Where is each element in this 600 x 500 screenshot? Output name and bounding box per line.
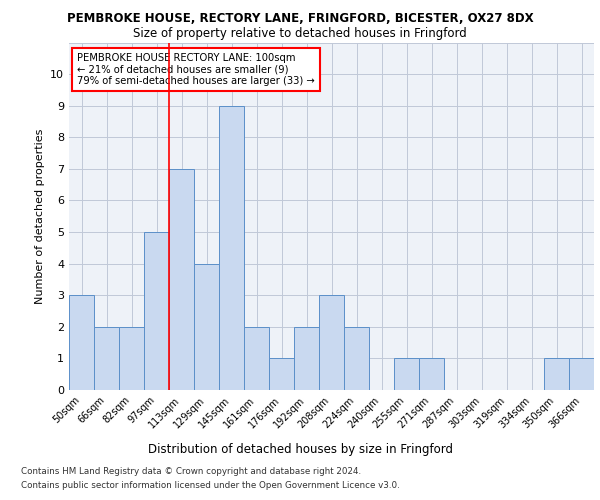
Bar	[119, 327, 144, 390]
Text: Distribution of detached houses by size in Fringford: Distribution of detached houses by size …	[148, 442, 452, 456]
Text: PEMBROKE HOUSE RECTORY LANE: 100sqm
← 21% of detached houses are smaller (9)
79%: PEMBROKE HOUSE RECTORY LANE: 100sqm ← 21…	[77, 53, 314, 86]
Bar	[169, 169, 194, 390]
Bar	[569, 358, 594, 390]
Bar	[194, 264, 219, 390]
Bar	[269, 358, 294, 390]
Bar	[419, 358, 444, 390]
Bar	[144, 232, 169, 390]
Text: PEMBROKE HOUSE, RECTORY LANE, FRINGFORD, BICESTER, OX27 8DX: PEMBROKE HOUSE, RECTORY LANE, FRINGFORD,…	[67, 12, 533, 26]
Bar	[219, 106, 244, 390]
Bar	[94, 327, 119, 390]
Bar	[244, 327, 269, 390]
Bar	[69, 295, 94, 390]
Bar	[319, 295, 344, 390]
Y-axis label: Number of detached properties: Number of detached properties	[35, 128, 44, 304]
Text: Size of property relative to detached houses in Fringford: Size of property relative to detached ho…	[133, 28, 467, 40]
Bar	[294, 327, 319, 390]
Bar	[544, 358, 569, 390]
Text: Contains public sector information licensed under the Open Government Licence v3: Contains public sector information licen…	[21, 481, 400, 490]
Bar	[394, 358, 419, 390]
Text: Contains HM Land Registry data © Crown copyright and database right 2024.: Contains HM Land Registry data © Crown c…	[21, 468, 361, 476]
Bar	[344, 327, 369, 390]
